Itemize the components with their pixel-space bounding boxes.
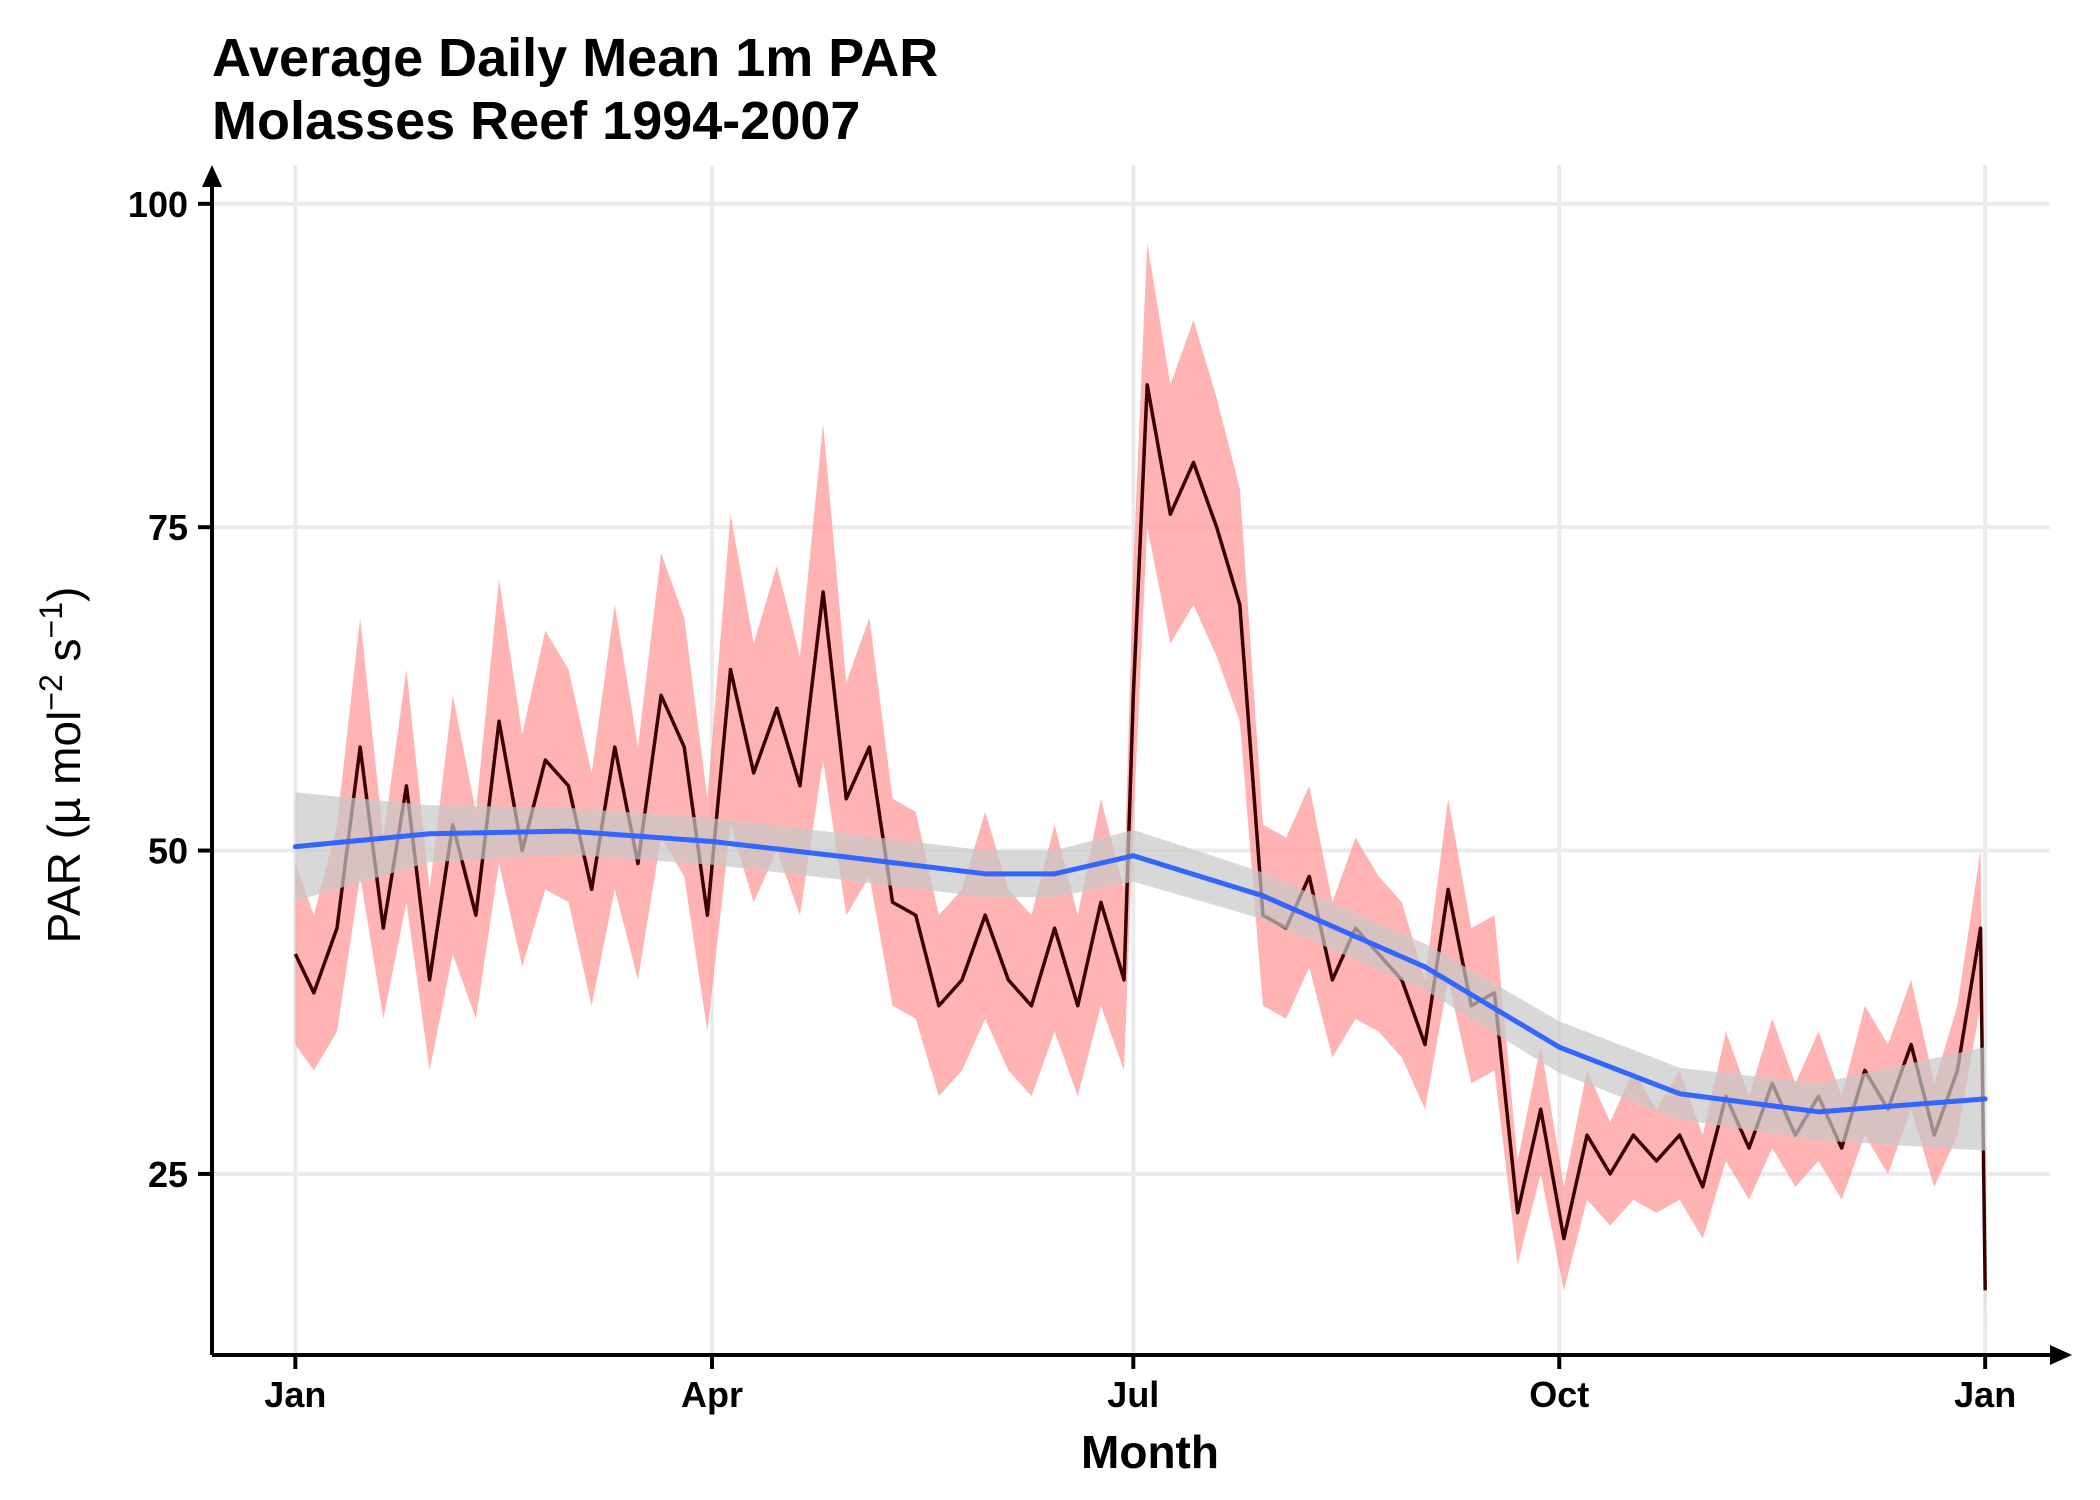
y-axis-title: PAR (µ mol−2 s−1) (33, 587, 90, 944)
smooth-fit-line (292, 828, 1988, 1115)
y-tick-label-2: 75 (148, 507, 188, 548)
y-tick-label-1: 50 (148, 831, 188, 872)
axes (202, 165, 2072, 1365)
x-axis-arrow (2050, 1345, 2072, 1365)
chart-title-line1: Average Daily Mean 1m PAR (212, 28, 938, 88)
x-tick-label-0: Jan (264, 1374, 326, 1415)
y-axis-title-main: PAR (µ mol (38, 711, 90, 944)
y-axis-title-mid: s (38, 638, 90, 674)
y-axis-title-sup1: −2 (33, 674, 69, 710)
tick-marks: Jan Apr Jul Oct Jan 25 50 75 100 (128, 184, 2016, 1415)
x-tick-label-4: Jan (1954, 1374, 2016, 1415)
y-axis-title-end: ) (38, 587, 90, 602)
daily-range-band (295, 242, 1986, 1330)
y-axis-title-sup2: −1 (33, 602, 69, 638)
smooth-confidence-band (295, 792, 1986, 1151)
plot-marks (292, 242, 1988, 1330)
y-axis-arrow (202, 165, 222, 187)
y-tick-label-3: 100 (128, 184, 188, 225)
x-tick-label-2: Jul (1107, 1374, 1159, 1415)
chart-title-line2: Molasses Reef 1994-2007 (212, 91, 860, 151)
x-tick-label-3: Oct (1529, 1374, 1589, 1415)
x-axis-title: Month (1081, 1426, 1219, 1478)
y-tick-label-0: 25 (148, 1154, 188, 1195)
x-tick-label-1: Apr (681, 1374, 743, 1415)
